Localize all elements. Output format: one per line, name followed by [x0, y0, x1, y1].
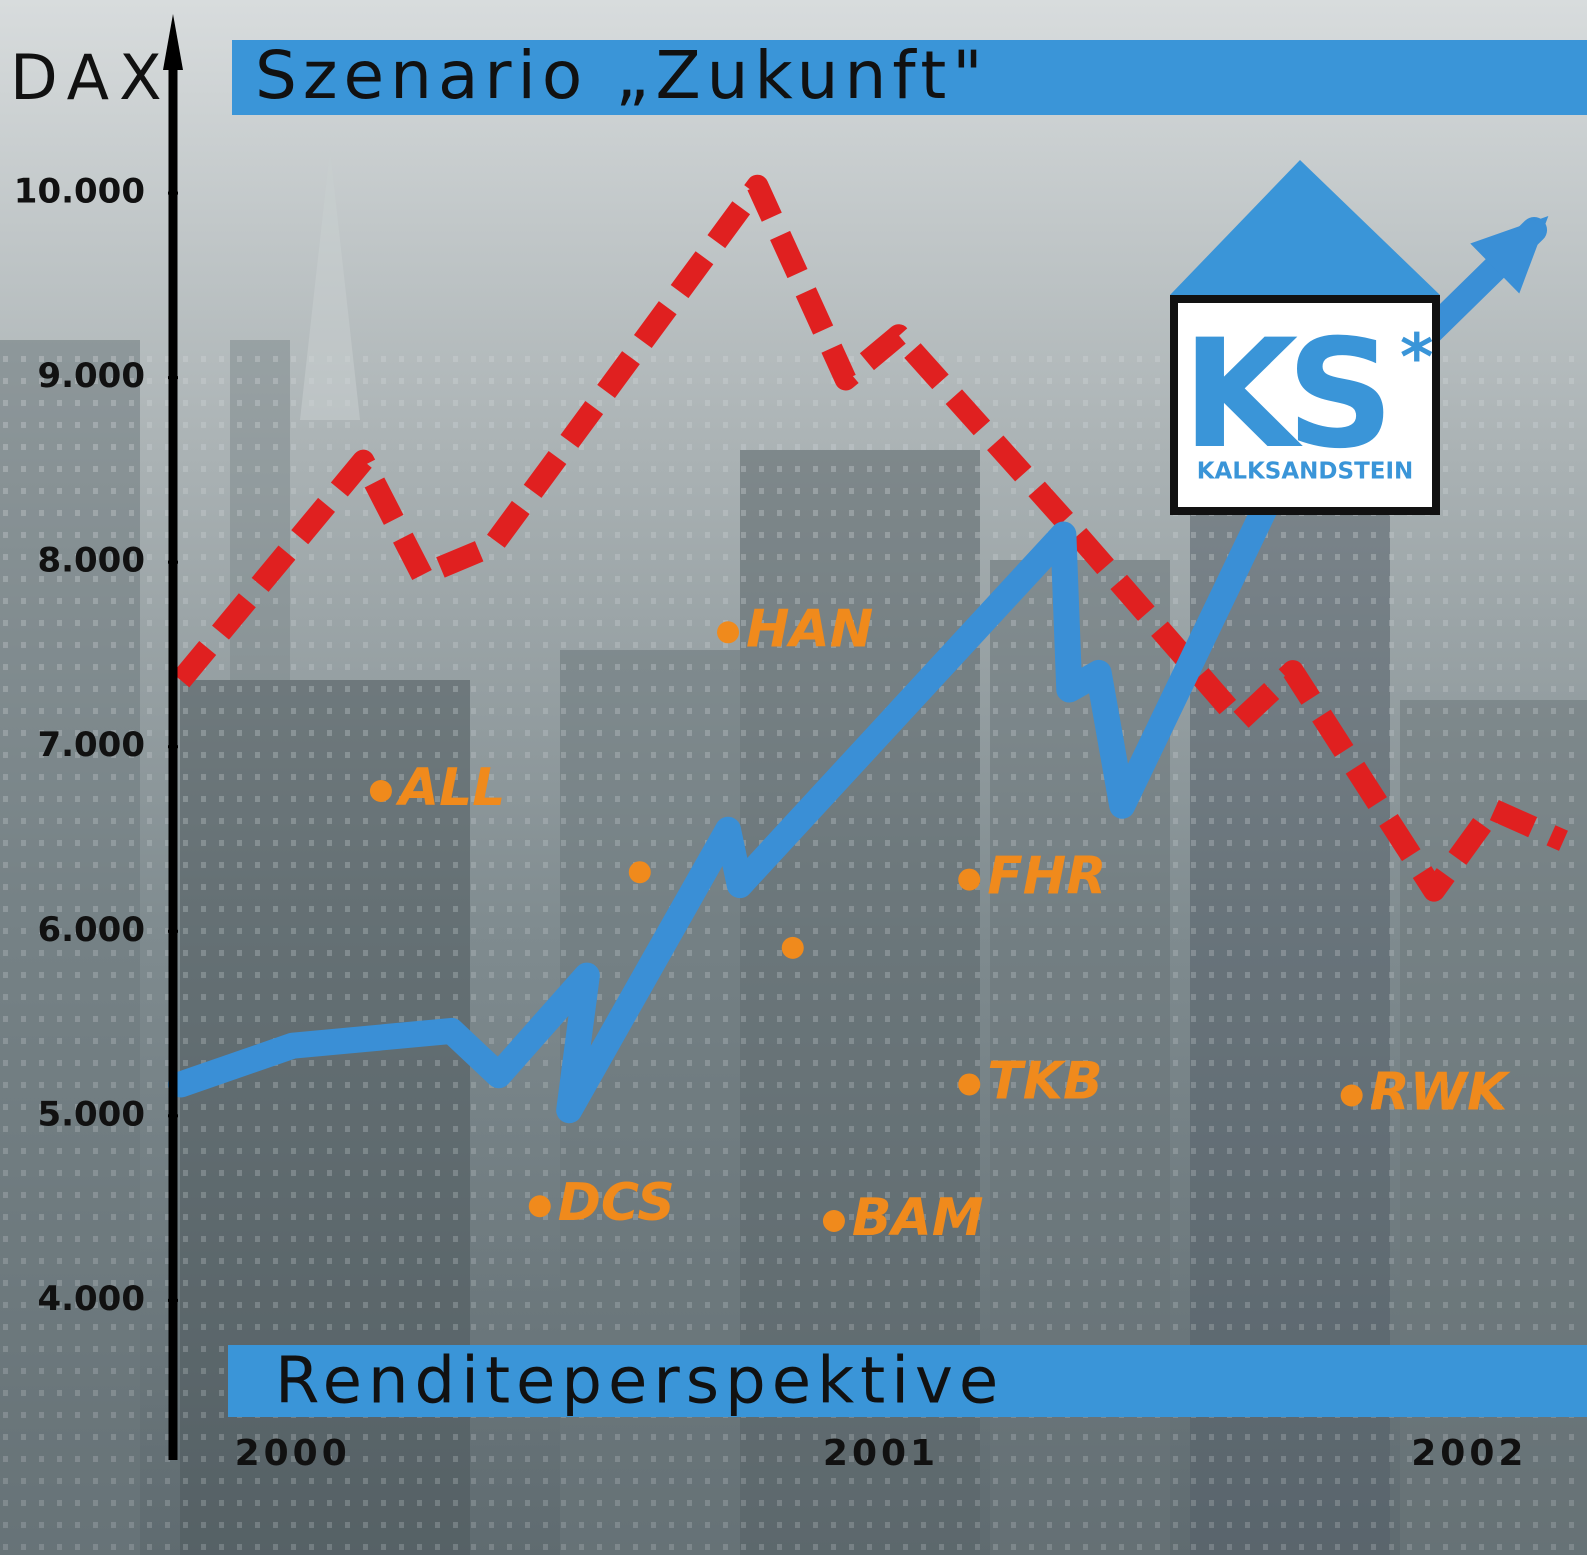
chart-title: Szenario „Zukunft": [255, 37, 989, 114]
x-tick-label: 2000: [235, 1433, 351, 1474]
y-tick-label: 8.000: [37, 541, 145, 581]
point: [823, 1210, 845, 1232]
x-tick-label: 2002: [1411, 1433, 1527, 1474]
chart-subtitle: Renditeperspektive: [275, 1345, 1004, 1419]
logo-asterisk: *: [1400, 322, 1433, 396]
point-label: TKB: [987, 1051, 1102, 1111]
point: [370, 780, 392, 802]
y-axis-label: DAX: [10, 41, 172, 114]
point: [629, 861, 651, 883]
point: [958, 1073, 980, 1095]
logo-mark: KS: [1182, 308, 1384, 482]
point-label: RWK: [1370, 1063, 1511, 1123]
chart: Szenario „Zukunft" Renditeperspektive DA…: [0, 0, 1587, 1555]
y-tick-label: 10.000: [14, 172, 145, 212]
logo-name: KALKSANDSTEIN: [1197, 459, 1414, 485]
point: [529, 1195, 551, 1217]
y-tick-label: 6.000: [37, 910, 145, 950]
point: [782, 937, 804, 959]
point-label: FHR: [987, 847, 1106, 907]
y-tick-label: 7.000: [37, 725, 145, 765]
point-label: HAN: [746, 599, 873, 659]
y-tick-label: 9.000: [37, 356, 145, 396]
point: [958, 869, 980, 891]
point-label: DCS: [558, 1173, 675, 1233]
point-label: BAM: [852, 1188, 984, 1248]
y-tick-label: 5.000: [37, 1094, 145, 1134]
point: [1341, 1085, 1363, 1107]
point-label: ALL: [395, 758, 506, 818]
x-tick-label: 2001: [823, 1433, 939, 1474]
point: [717, 621, 739, 643]
page: Szenario „Zukunft" Renditeperspektive DA…: [0, 0, 1587, 1555]
y-tick-label: 4.000: [37, 1279, 145, 1319]
